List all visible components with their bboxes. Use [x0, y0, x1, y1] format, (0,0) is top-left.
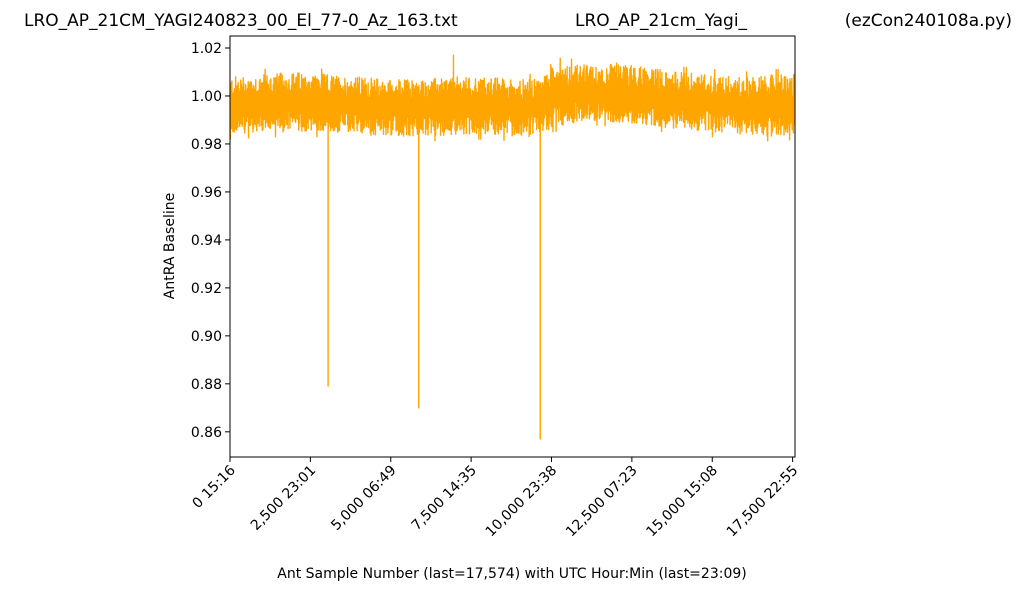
chart-title-right: (ezCon240108a.py) [845, 11, 1012, 31]
y-tick-label: 0.90 [191, 329, 222, 345]
x-axis-label: Ant Sample Number (last=17,574) with UTC… [277, 566, 746, 582]
y-tick-label: 0.98 [191, 137, 222, 153]
y-tick-label: 0.94 [191, 233, 222, 249]
axes-frame [229, 35, 796, 458]
y-tick-label: 0.88 [191, 377, 222, 393]
plot-area [230, 54, 795, 440]
series-line [230, 54, 795, 440]
y-tick-label: 0.92 [191, 281, 222, 297]
y-axis: 0.86 0.88 0.90 0.92 0.94 0.96 0.98 1.00 1.02 [191, 41, 230, 441]
y-tick-label: 1.00 [191, 89, 222, 105]
chart-title-center: LRO_AP_21cm_Yagi_ [575, 11, 748, 31]
y-tick-label: 0.86 [191, 425, 222, 441]
y-tick-label: 0.96 [191, 185, 222, 201]
y-tick-label: 1.02 [191, 41, 222, 57]
y-axis-label: AntRA Baseline [162, 193, 178, 299]
chart-title-left: LRO_AP_21CM_YAGI240823_00_El_77-0_Az_163… [24, 11, 458, 31]
